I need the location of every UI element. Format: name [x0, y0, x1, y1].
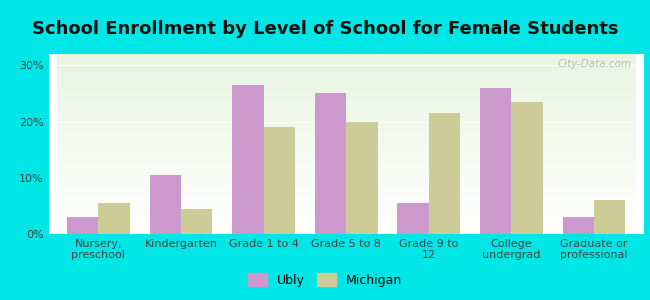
- Bar: [263, 127, 295, 234]
- Bar: [512, 102, 543, 234]
- Bar: [315, 93, 346, 234]
- Bar: [232, 85, 263, 234]
- Bar: [181, 209, 213, 234]
- Text: City-Data.com: City-Data.com: [558, 59, 632, 69]
- Legend: Ubly, Michigan: Ubly, Michigan: [244, 270, 406, 291]
- Bar: [429, 113, 460, 234]
- Bar: [397, 203, 429, 234]
- Bar: [346, 122, 378, 234]
- Bar: [98, 203, 130, 234]
- Bar: [562, 217, 594, 234]
- Bar: [67, 217, 98, 234]
- Bar: [150, 175, 181, 234]
- Bar: [594, 200, 625, 234]
- Text: School Enrollment by Level of School for Female Students: School Enrollment by Level of School for…: [32, 20, 618, 38]
- Bar: [480, 88, 512, 234]
